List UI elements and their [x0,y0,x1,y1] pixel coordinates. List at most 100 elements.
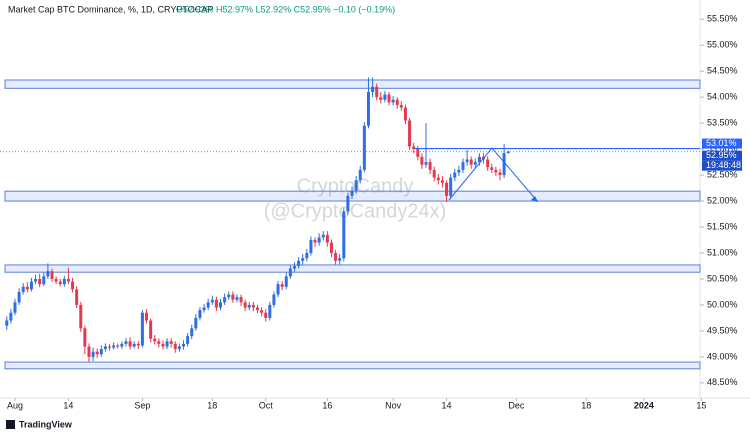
zone [4,264,701,273]
candle-body [87,346,91,357]
candle-body [116,345,120,347]
candle-body [255,307,259,311]
countdown-box [702,160,742,171]
candle-body [309,240,313,253]
plot-area [0,77,701,370]
candle-body [284,276,288,287]
candle-body [62,278,66,285]
candle-body [486,159,490,168]
candle-body [260,310,264,313]
candle-body [288,268,292,277]
candle-body [190,328,194,337]
y-tick-label: 48.50% [707,377,738,387]
candle-body [375,86,379,98]
candle-body [395,99,399,105]
x-tick-label: 18 [581,400,591,410]
candle-body [132,343,136,347]
candle-body [338,258,342,261]
candle-body [34,278,38,282]
candle-body [219,302,222,308]
candle-body [239,297,243,303]
price-label-box [702,138,742,149]
candle-body [432,169,436,178]
candle-body [83,328,87,347]
candle-body [329,242,333,253]
candle-body [383,94,387,100]
candle-body [99,349,103,355]
candle-body [420,156,424,165]
candle-body [350,190,354,196]
candle-body [17,291,21,303]
candle-body [112,345,116,348]
candle-body [50,271,54,279]
candle-body [21,286,25,292]
candle-body [325,234,329,243]
candle-body [46,271,50,277]
candle-body [371,86,375,92]
candle-body [157,341,161,344]
price-label: 53.01% [706,138,737,148]
price-label: 52.95% [706,150,737,160]
candle-body [91,351,95,357]
countdown: 19:48:48 [706,160,741,170]
candle-body [461,162,465,170]
brand: TradingView [6,419,73,429]
candle-body [5,320,9,326]
candle-body [477,156,481,163]
x-tick-label: 15 [696,400,706,410]
candle-body [169,341,173,344]
candle-body [317,237,321,243]
y-tick-label: 51.50% [707,221,738,231]
candle-body [165,341,169,347]
candle-body [490,167,494,170]
candle-body [445,182,449,196]
candle-body [264,312,268,318]
y-tick-label: 49.00% [707,351,738,361]
candle-body [334,252,338,261]
candle-body [202,307,206,311]
candle-body [206,302,210,308]
candle-body [412,146,416,150]
candle-body [231,294,235,300]
y-tick-label: 53.50% [707,117,738,127]
candle-body [161,343,165,347]
ohlc-values: O52.92% H52.97% L52.92% C52.95% −0.10 (−… [176,4,395,14]
y-tick-label: 55.50% [707,14,738,24]
candle-body [321,234,325,238]
zone [4,361,701,370]
candle-body [313,240,317,243]
zone [4,79,701,89]
candle-body [128,341,132,347]
candle-body [268,304,272,318]
candle-body [145,312,149,321]
candle-body [153,338,157,342]
x-tick-label: 18 [207,400,217,410]
x-tick-label: Oct [259,400,274,410]
brand-logo [6,420,15,429]
candle-body [391,99,395,103]
candle-body [9,312,13,321]
x-tick-label: Sep [134,400,150,410]
candle-body [502,153,506,176]
candle-body [235,297,239,300]
candle-body [251,304,255,308]
candle-body [276,284,280,295]
x-tick-label: 14 [63,400,73,410]
candle-body [473,162,477,165]
candle-body [297,260,301,266]
candle-body [95,351,99,355]
candle-body [120,343,124,347]
candle-body [403,107,407,121]
candle-body [75,289,79,305]
price-label-box [702,150,742,161]
candle-body [387,94,391,103]
watermark: (@CryptoCandy24x) [264,200,447,222]
y-tick-label: 50.00% [707,299,738,309]
candle-body [301,258,305,261]
candle-body [469,159,473,165]
candle-body [223,297,227,303]
candle-body [173,343,177,350]
candle-body [436,177,440,181]
candle-body [71,281,75,290]
y-tick-label: 50.50% [707,273,738,283]
